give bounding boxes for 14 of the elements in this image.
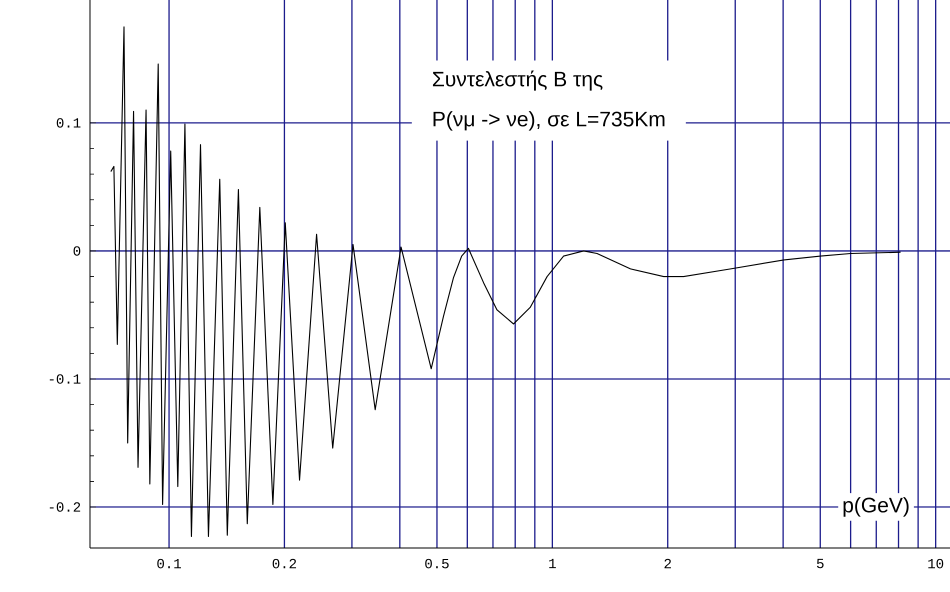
text: P(νμ -> νe), σε L=735Km <box>434 111 664 131</box>
x-tick-label: 0.5 <box>425 558 449 568</box>
y-tick-label: 0 <box>74 246 80 256</box>
text: Συντελεστής B της <box>432 70 602 91</box>
y-tick-label: -0.1 <box>50 374 80 384</box>
x-tick-label: 2 <box>664 558 671 568</box>
y-tick-label: 0.1 <box>56 118 80 128</box>
x-tick-label: 1 <box>549 558 556 568</box>
x-tick-label: 0.2 <box>272 558 296 568</box>
x-tick-label: 10 <box>928 558 944 568</box>
x-tick-label: 5 <box>816 558 824 568</box>
y-tick-label: -0.2 <box>50 502 80 512</box>
x-axis-title: p(GeV) <box>844 497 909 517</box>
x-tick-label: 0.1 <box>157 558 181 568</box>
